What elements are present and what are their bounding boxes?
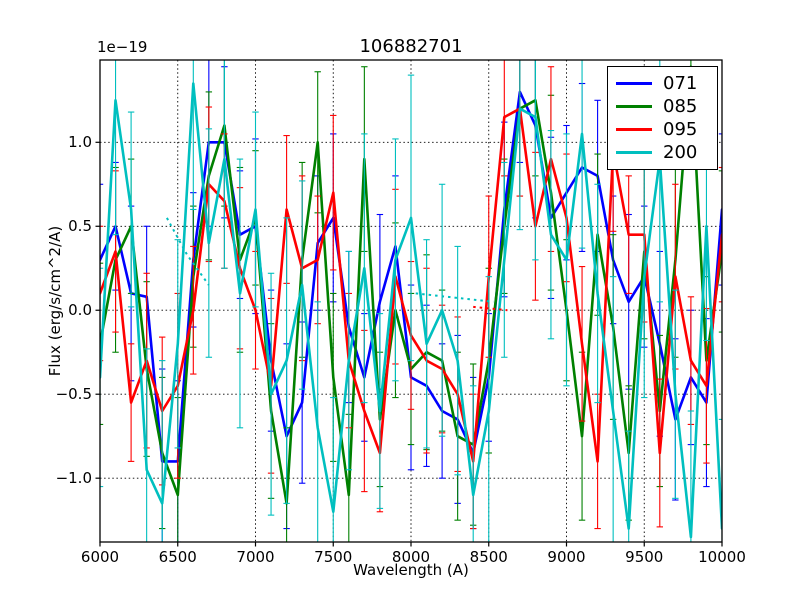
dotted-segment <box>166 217 210 286</box>
dotted-segment <box>473 305 508 312</box>
legend-line-swatch <box>616 104 652 109</box>
legend-label: 200 <box>663 142 698 163</box>
x-tick-label: 8500 <box>469 548 508 566</box>
legend: 071 085 095 200 <box>607 66 718 170</box>
legend-line-swatch <box>616 127 652 132</box>
y-tick-label: −0.5 <box>55 385 92 404</box>
x-tick-label: 9000 <box>547 548 586 566</box>
x-tick-label: 9500 <box>625 548 664 566</box>
y-axis-offset-label: 1e−19 <box>97 38 148 56</box>
x-tick-label: 7000 <box>236 548 275 566</box>
y-tick-label: 0.5 <box>68 217 92 236</box>
series-line-200 <box>100 82 722 539</box>
x-tick-label: 7500 <box>314 548 353 566</box>
legend-label: 085 <box>663 96 698 117</box>
y-tick-label: −1.0 <box>55 469 92 488</box>
dotted-segment <box>415 292 494 303</box>
legend-line-swatch <box>616 81 652 86</box>
x-tick-label: 8000 <box>391 548 431 566</box>
legend-line-swatch <box>616 150 652 155</box>
legend-item-085: 085 <box>616 95 709 118</box>
chart-title: 106882701 <box>359 36 463 57</box>
x-tick-label: 10000 <box>698 548 746 566</box>
legend-item-200: 200 <box>616 141 709 164</box>
y-tick-label: 0.0 <box>68 301 92 320</box>
legend-label: 095 <box>663 119 698 140</box>
legend-item-071: 071 <box>616 72 709 95</box>
y-tick-label: 1.0 <box>68 133 92 152</box>
legend-item-095: 095 <box>616 118 709 141</box>
x-tick-label: 6500 <box>158 548 197 566</box>
x-tick-label: 6000 <box>80 548 120 566</box>
legend-label: 071 <box>663 73 698 94</box>
x-axis-label: Wavelength (A) <box>353 561 469 579</box>
